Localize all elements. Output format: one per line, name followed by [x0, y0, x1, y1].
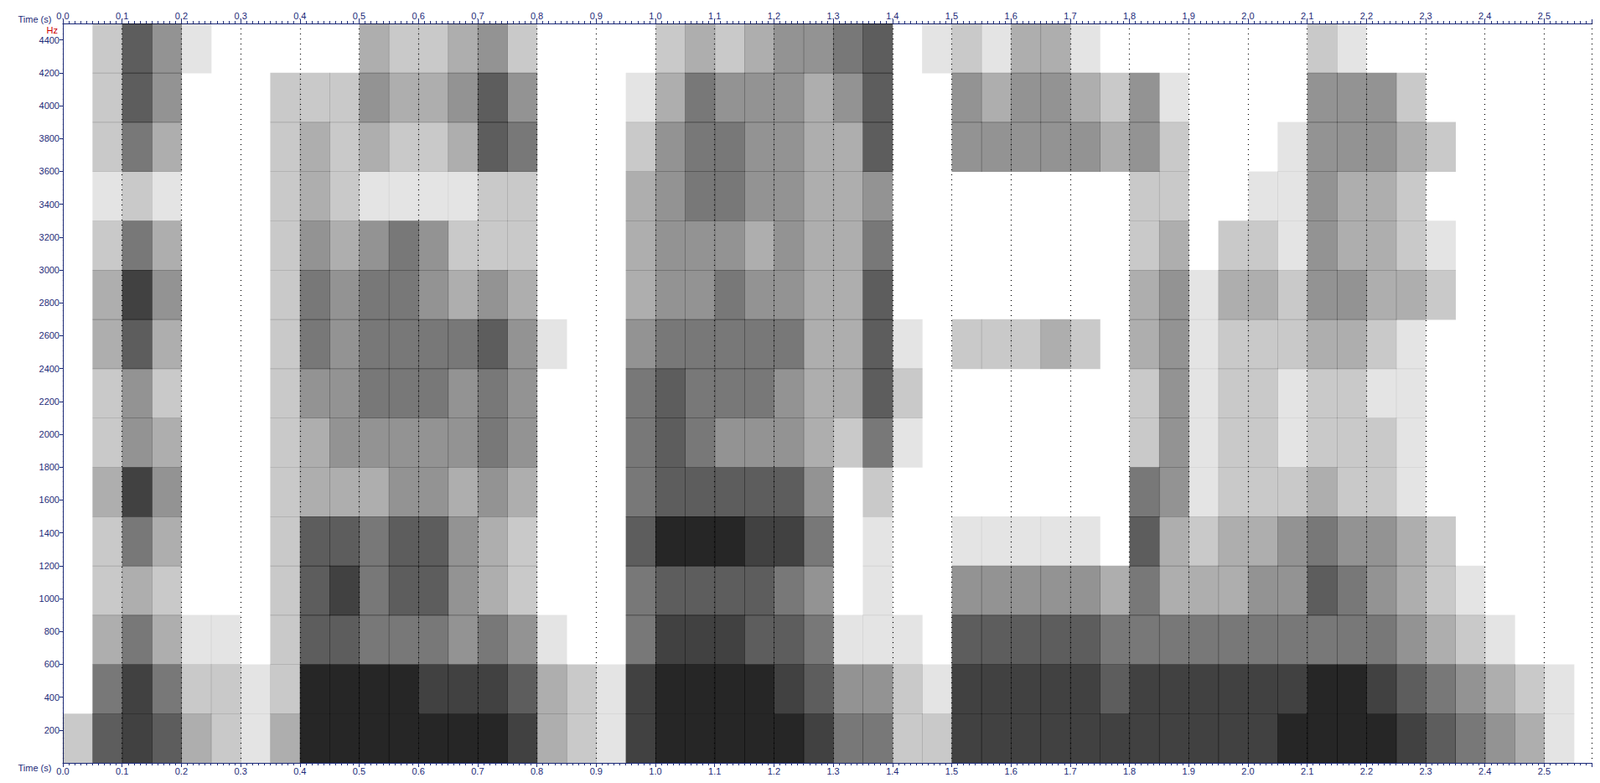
svg-text:2.0: 2.0 [1241, 10, 1254, 21]
svg-text:2.5: 2.5 [1537, 766, 1551, 777]
svg-text:1.1: 1.1 [708, 766, 721, 777]
svg-text:0.8: 0.8 [530, 766, 544, 777]
svg-text:1.7: 1.7 [1063, 10, 1077, 21]
svg-text:1.4: 1.4 [885, 10, 899, 21]
svg-text:0.4: 0.4 [293, 10, 306, 21]
svg-text:2400: 2400 [39, 363, 60, 374]
svg-text:0.3: 0.3 [233, 10, 247, 21]
svg-text:0.7: 0.7 [471, 10, 484, 21]
svg-text:1.2: 1.2 [767, 766, 781, 777]
svg-text:2.3: 2.3 [1418, 10, 1432, 21]
svg-text:2.4: 2.4 [1478, 766, 1492, 777]
svg-text:0.5: 0.5 [352, 10, 366, 21]
svg-text:1.6: 1.6 [1004, 766, 1018, 777]
svg-text:1.9: 1.9 [1182, 10, 1196, 21]
svg-text:2.5: 2.5 [1537, 10, 1551, 21]
svg-text:4000: 4000 [39, 100, 60, 111]
svg-text:2800: 2800 [39, 297, 60, 308]
svg-text:0.1: 0.1 [115, 766, 129, 777]
svg-text:0.4: 0.4 [293, 766, 306, 777]
svg-text:2000: 2000 [39, 429, 60, 440]
svg-text:0.9: 0.9 [590, 10, 603, 21]
svg-text:2.4: 2.4 [1478, 10, 1492, 21]
svg-text:1.8: 1.8 [1123, 766, 1136, 777]
svg-text:1000: 1000 [39, 593, 60, 604]
svg-text:1600: 1600 [39, 494, 60, 505]
svg-text:1200: 1200 [39, 560, 60, 571]
svg-text:0.3: 0.3 [233, 766, 247, 777]
svg-text:2200: 2200 [39, 396, 60, 407]
svg-text:1.7: 1.7 [1063, 766, 1077, 777]
svg-text:2600: 2600 [39, 330, 60, 341]
svg-text:1.9: 1.9 [1182, 766, 1196, 777]
svg-text:Hz: Hz [46, 25, 58, 36]
svg-text:0.6: 0.6 [412, 766, 425, 777]
svg-text:1.5: 1.5 [945, 766, 958, 777]
svg-text:1400: 1400 [39, 528, 60, 539]
svg-text:1.2: 1.2 [767, 10, 781, 21]
svg-text:1.0: 1.0 [648, 10, 662, 21]
svg-text:200: 200 [44, 724, 60, 736]
svg-text:0.2: 0.2 [175, 10, 188, 21]
svg-text:0.0: 0.0 [56, 766, 69, 777]
svg-text:1.8: 1.8 [1123, 10, 1136, 21]
svg-text:0.7: 0.7 [471, 766, 484, 777]
svg-text:Time (s): Time (s) [18, 762, 52, 773]
svg-text:3400: 3400 [39, 199, 60, 210]
svg-text:1.3: 1.3 [826, 766, 839, 777]
svg-text:Time (s): Time (s) [18, 14, 52, 25]
svg-text:0.5: 0.5 [352, 766, 366, 777]
svg-text:1.6: 1.6 [1004, 10, 1018, 21]
svg-text:0.2: 0.2 [175, 766, 188, 777]
svg-text:2.3: 2.3 [1418, 766, 1432, 777]
svg-text:800: 800 [44, 626, 60, 637]
svg-text:3600: 3600 [39, 165, 60, 177]
svg-text:1800: 1800 [39, 461, 60, 472]
svg-text:4400: 4400 [39, 35, 60, 46]
svg-text:2.2: 2.2 [1360, 766, 1373, 777]
svg-text:4200: 4200 [39, 67, 60, 78]
svg-text:2.2: 2.2 [1360, 10, 1373, 21]
svg-text:400: 400 [44, 692, 60, 703]
svg-text:0.0: 0.0 [56, 10, 69, 21]
svg-text:1.4: 1.4 [885, 766, 899, 777]
svg-text:3800: 3800 [39, 133, 60, 144]
svg-text:1.0: 1.0 [648, 766, 662, 777]
svg-text:2.1: 2.1 [1300, 10, 1314, 21]
svg-text:600: 600 [44, 658, 60, 669]
svg-text:2.1: 2.1 [1300, 766, 1314, 777]
svg-text:0.1: 0.1 [115, 10, 129, 21]
svg-text:1.1: 1.1 [708, 10, 721, 21]
svg-text:3000: 3000 [39, 264, 60, 275]
svg-text:1.5: 1.5 [945, 10, 958, 21]
svg-text:0.9: 0.9 [590, 766, 603, 777]
svg-text:2.0: 2.0 [1241, 766, 1254, 777]
svg-text:1.3: 1.3 [826, 10, 839, 21]
svg-text:0.8: 0.8 [530, 10, 544, 21]
svg-text:3200: 3200 [39, 232, 60, 243]
svg-text:0.6: 0.6 [412, 10, 425, 21]
